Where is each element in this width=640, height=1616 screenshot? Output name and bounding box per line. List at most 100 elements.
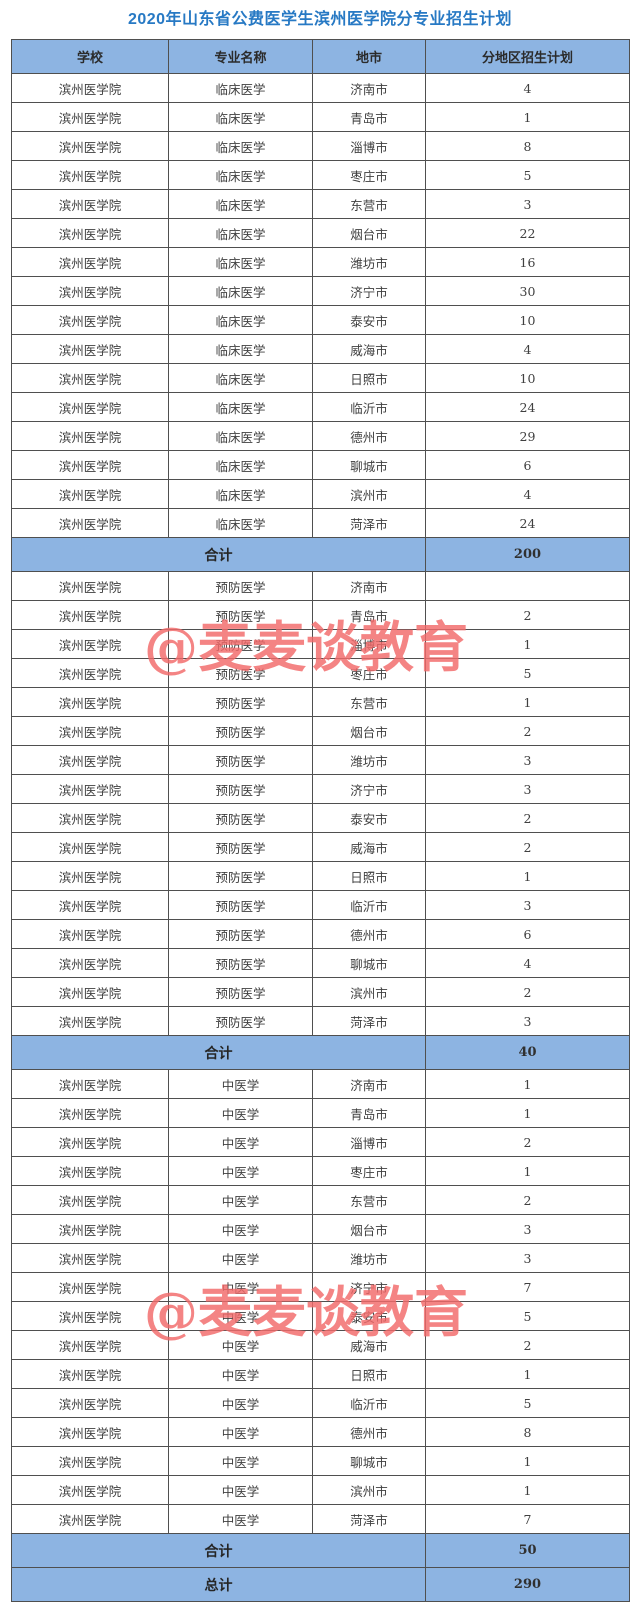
city-cell: 枣庄市 [312,658,426,688]
grand-total-row: 总计 290 [11,1567,630,1602]
plan-cell: 2 [425,803,630,833]
school-cell: 滨州医学院 [11,774,169,804]
plan-cell: 10 [425,305,630,335]
major-cell: 预防医学 [168,1006,313,1036]
table-row: 滨州医学院 临床医学 威海市 4 [11,334,630,364]
table-row: 滨州医学院 中医学 泰安市 5 [11,1301,630,1331]
major-cell: 中医学 [168,1069,313,1099]
subtotal-label-cell: 合计 [11,1533,426,1568]
plan-cell: 3 [425,774,630,804]
major-cell: 临床医学 [168,479,313,509]
school-cell: 滨州医学院 [11,189,169,219]
plan-cell: 3 [425,1006,630,1036]
table-row: 滨州医学院 临床医学 青岛市 1 [11,102,630,132]
table-row: 滨州医学院 中医学 枣庄市 1 [11,1156,630,1186]
admission-plan-table: 学校 专业名称 地市 分地区招生计划 滨州医学院 临床医学 济南市 4 滨州医学院 临床医… [11,39,630,1602]
major-cell: 预防医学 [168,658,313,688]
plan-cell: 7 [425,1504,630,1534]
subtotal-value-cell: 50 [425,1533,630,1568]
school-cell: 滨州医学院 [11,629,169,659]
plan-cell: 1 [425,629,630,659]
table-row: 滨州医学院 临床医学 枣庄市 5 [11,160,630,190]
school-cell: 滨州医学院 [11,687,169,717]
city-cell: 威海市 [312,334,426,364]
major-cell: 预防医学 [168,861,313,891]
city-cell: 济南市 [312,73,426,103]
major-cell: 预防医学 [168,919,313,949]
major-cell: 预防医学 [168,774,313,804]
plan-cell: 1 [425,1098,630,1128]
table-row: 滨州医学院 预防医学 临沂市 3 [11,890,630,920]
city-cell: 烟台市 [312,218,426,248]
school-cell: 滨州医学院 [11,131,169,161]
city-cell: 青岛市 [312,1098,426,1128]
city-cell: 东营市 [312,189,426,219]
plan-cell: 7 [425,1272,630,1302]
city-cell: 德州市 [312,1417,426,1447]
school-cell: 滨州医学院 [11,1359,169,1389]
school-cell: 滨州医学院 [11,392,169,422]
plan-cell: 4 [425,948,630,978]
city-cell: 济宁市 [312,1272,426,1302]
table-row: 滨州医学院 中医学 滨州市 1 [11,1475,630,1505]
plan-cell: 24 [425,508,630,538]
school-cell: 滨州医学院 [11,861,169,891]
major-cell: 中医学 [168,1214,313,1244]
major-cell: 预防医学 [168,629,313,659]
school-cell: 滨州医学院 [11,1185,169,1215]
city-cell: 威海市 [312,832,426,862]
city-cell: 滨州市 [312,977,426,1007]
plan-cell: 2 [425,600,630,630]
plan-cell: 1 [425,1069,630,1099]
school-cell: 滨州医学院 [11,421,169,451]
major-cell: 临床医学 [168,450,313,480]
major-cell: 预防医学 [168,948,313,978]
major-cell: 预防医学 [168,716,313,746]
table-row: 滨州医学院 中医学 青岛市 1 [11,1098,630,1128]
table-row: 滨州医学院 临床医学 临沂市 24 [11,392,630,422]
table-row: 滨州医学院 临床医学 济宁市 30 [11,276,630,306]
major-cell: 中医学 [168,1388,313,1418]
city-cell: 潍坊市 [312,745,426,775]
city-cell: 菏泽市 [312,1006,426,1036]
plan-cell: 2 [425,716,630,746]
table-row: 滨州医学院 临床医学 潍坊市 16 [11,247,630,277]
major-cell: 预防医学 [168,977,313,1007]
table-row: 滨州医学院 预防医学 潍坊市 3 [11,745,630,775]
major-cell: 预防医学 [168,890,313,920]
city-cell: 枣庄市 [312,1156,426,1186]
major-cell: 中医学 [168,1243,313,1273]
header-city: 地市 [312,39,426,74]
major-cell: 临床医学 [168,276,313,306]
city-cell: 滨州市 [312,1475,426,1505]
subtotal-label-cell: 合计 [11,1035,426,1070]
plan-cell: 24 [425,392,630,422]
major-cell: 中医学 [168,1330,313,1360]
major-cell: 中医学 [168,1359,313,1389]
plan-cell: 2 [425,1185,630,1215]
school-cell: 滨州医学院 [11,1272,169,1302]
subtotal-value-cell: 40 [425,1035,630,1070]
major-cell: 临床医学 [168,218,313,248]
city-cell: 威海市 [312,1330,426,1360]
plan-cell: 6 [425,919,630,949]
plan-cell: 5 [425,160,630,190]
table-row: 滨州医学院 中医学 济南市 1 [11,1069,630,1099]
table-row: 滨州医学院 中医学 聊城市 1 [11,1446,630,1476]
city-cell: 淄博市 [312,629,426,659]
major-cell: 临床医学 [168,189,313,219]
table-row: 滨州医学院 中医学 烟台市 3 [11,1214,630,1244]
table-row: 滨州医学院 预防医学 滨州市 2 [11,977,630,1007]
plan-cell: 3 [425,1243,630,1273]
table-row: 滨州医学院 临床医学 滨州市 4 [11,479,630,509]
major-cell: 临床医学 [168,73,313,103]
table-row: 滨州医学院 中医学 淄博市 2 [11,1127,630,1157]
major-cell: 中医学 [168,1446,313,1476]
school-cell: 滨州医学院 [11,1069,169,1099]
subtotal-row: 合计 40 [11,1035,630,1070]
plan-cell: 10 [425,363,630,393]
school-cell: 滨州医学院 [11,102,169,132]
school-cell: 滨州医学院 [11,247,169,277]
major-cell: 中医学 [168,1417,313,1447]
table-row: 滨州医学院 中医学 菏泽市 7 [11,1504,630,1534]
